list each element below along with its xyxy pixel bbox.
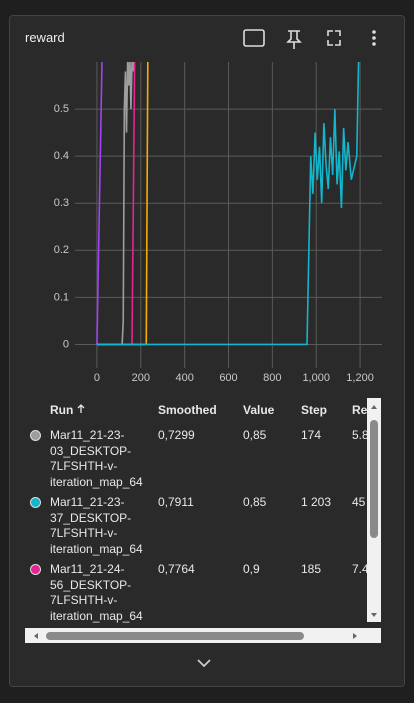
pin-icon[interactable] bbox=[286, 30, 302, 49]
cell-value: 0,7911 bbox=[158, 495, 194, 509]
sort-icon[interactable] bbox=[76, 404, 86, 414]
column-header: Re bbox=[352, 403, 367, 418]
x-tick-label: 1,000 bbox=[302, 372, 330, 384]
series-line bbox=[96, 62, 103, 345]
menu-icon[interactable] bbox=[372, 30, 376, 46]
column-header: Step bbox=[301, 403, 328, 418]
x-tick-label: 1,200 bbox=[346, 372, 374, 384]
column-header: Run bbox=[50, 403, 158, 419]
run-color-swatch bbox=[30, 497, 41, 508]
x-tick-label: 400 bbox=[175, 372, 193, 384]
run-name: Mar11_21-23-03_DESKTOP-7LFSHTH-v-iterati… bbox=[50, 428, 143, 489]
cell-value: 185 bbox=[301, 562, 322, 576]
grid: 0 0.1 0.2 0.3 0.4 0.5 0 200 400 600 800 1,000 1,200 bbox=[54, 62, 382, 384]
fullscreen-icon[interactable] bbox=[327, 30, 341, 46]
run-name: Mar11_21-23-37_DESKTOP-7LFSHTH-v-iterati… bbox=[50, 495, 143, 556]
cell-value: 0,7764 bbox=[158, 562, 195, 576]
cell-value: 7.4 bbox=[352, 562, 367, 576]
column-header: Value bbox=[243, 403, 275, 418]
table-row: Mar11_21-24-56_DESKTOP-7LFSHTH-v-iterati… bbox=[25, 558, 367, 625]
cell-value: 1 203 bbox=[301, 495, 332, 509]
v-scrollbar[interactable] bbox=[367, 398, 381, 622]
card-title: reward bbox=[25, 30, 65, 45]
x-tick-label: 200 bbox=[132, 372, 150, 384]
table-row: Mar11_21-23-03_DESKTOP-7LFSHTH-v-iterati… bbox=[25, 424, 367, 491]
run-color-swatch bbox=[30, 430, 41, 441]
card bbox=[9, 15, 405, 687]
cell-value: 45 bbox=[352, 495, 366, 509]
y-tick-label: 0.4 bbox=[54, 150, 69, 162]
series-line bbox=[96, 62, 135, 346]
series-line bbox=[96, 62, 360, 346]
fit-icon[interactable] bbox=[243, 29, 265, 47]
toolbar bbox=[243, 29, 341, 49]
column-header: Smoothed bbox=[158, 403, 217, 418]
data-table: Run Smoothed Value Step Re Mar11_21-23-03_DES… bbox=[25, 398, 367, 628]
lines bbox=[96, 62, 360, 346]
y-tick-label: 0.2 bbox=[54, 244, 69, 256]
run-name: Mar11_21-24-56_DESKTOP-7LFSHTH-v-iterati… bbox=[50, 562, 143, 623]
cell-value: 0,7299 bbox=[158, 428, 195, 442]
cell-value: 5.8 bbox=[352, 428, 367, 442]
run-color-swatch bbox=[30, 564, 41, 575]
y-tick-label: 0 bbox=[63, 338, 69, 350]
table-header: Run Smoothed Value Step Re bbox=[25, 398, 367, 424]
expand-chevron[interactable] bbox=[197, 659, 211, 668]
cell-value: 0,85 bbox=[243, 428, 267, 442]
x-tick-label: 0 bbox=[94, 372, 100, 384]
y-tick-label: 0.5 bbox=[54, 103, 69, 115]
x-tick-label: 800 bbox=[263, 372, 281, 384]
y-tick-label: 0.1 bbox=[54, 291, 69, 303]
cell-value: 0,9 bbox=[243, 562, 260, 576]
y-tick-label: 0.3 bbox=[54, 197, 69, 209]
table-row: Mar11_21-23-37_DESKTOP-7LFSHTH-v-iterati… bbox=[25, 491, 367, 558]
cell-value: 0,85 bbox=[243, 495, 267, 509]
h-scrollbar[interactable] bbox=[25, 628, 381, 643]
series-line bbox=[96, 62, 136, 346]
x-tick-label: 600 bbox=[219, 372, 237, 384]
cell-value: 174 bbox=[301, 428, 322, 442]
